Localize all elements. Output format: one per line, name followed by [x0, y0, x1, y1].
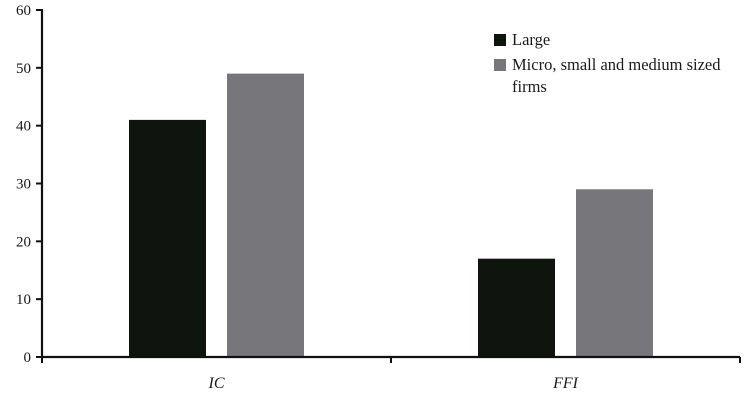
y-tick-label: 60 [16, 3, 31, 19]
legend-label-large: Large [512, 30, 551, 49]
y-tick-label: 50 [16, 61, 31, 77]
y-tick-label: 40 [16, 119, 31, 135]
legend: Large Micro, small and medium sized firm… [494, 29, 734, 101]
y-tick-label: 20 [16, 234, 31, 250]
y-tick-label: 10 [16, 292, 31, 308]
x-axis: IC FFI [41, 355, 741, 392]
legend-item-sme: Micro, small and medium sized firms [494, 54, 734, 98]
bars [129, 73, 653, 357]
y-tick-label: 0 [24, 350, 32, 366]
x-category-label: IC [208, 375, 225, 392]
bar-ffi-large [478, 258, 555, 357]
y-axis: 0 10 20 30 40 50 60 [16, 3, 44, 366]
y-tick-label: 30 [16, 177, 31, 193]
legend-item-large: Large [494, 29, 734, 51]
x-category-label: FFI [552, 375, 579, 392]
legend-swatch-sme [494, 59, 506, 71]
bar-ic-sme [227, 73, 304, 357]
legend-label-sme: Micro, small and medium sized firms [512, 55, 721, 96]
bar-ic-large [129, 119, 206, 357]
legend-swatch-large [494, 34, 506, 46]
bar-ffi-sme [576, 189, 653, 357]
